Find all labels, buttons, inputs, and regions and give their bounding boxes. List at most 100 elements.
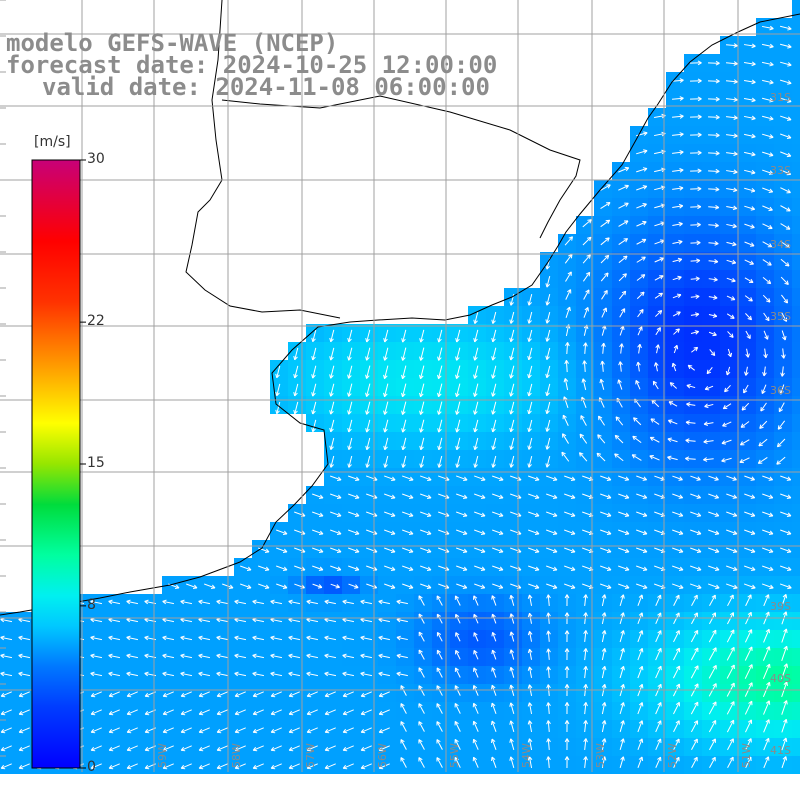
wind-arrow xyxy=(601,738,607,751)
wind-arrow xyxy=(401,329,407,343)
wind-arrow xyxy=(726,701,735,715)
wind-arrow xyxy=(762,259,772,266)
wind-arrow xyxy=(270,599,283,605)
wind-arrow xyxy=(637,756,644,768)
wind-arrow xyxy=(637,326,643,336)
wind-arrow xyxy=(402,511,414,518)
wind-arrow xyxy=(419,455,425,468)
wind-arrow xyxy=(437,383,443,398)
wind-arrow xyxy=(690,493,702,499)
wind-arrow xyxy=(509,347,515,361)
wind-arrow xyxy=(636,565,648,572)
wind-arrow xyxy=(708,701,717,715)
wind-arrow xyxy=(685,456,696,462)
wind-arrow xyxy=(509,666,515,678)
wind-arrow xyxy=(564,594,570,606)
wind-arrow xyxy=(455,649,461,660)
wind-arrow xyxy=(419,365,425,380)
wind-arrow xyxy=(583,342,588,354)
wind-arrow xyxy=(198,763,210,770)
wind-arrow xyxy=(762,646,771,661)
wind-arrow xyxy=(564,360,569,373)
wind-arrow xyxy=(454,703,461,714)
wind-arrow xyxy=(690,204,702,210)
wind-arrow xyxy=(288,727,300,734)
speed-cell xyxy=(792,360,800,378)
wind-arrow xyxy=(293,383,299,397)
wind-arrow xyxy=(708,60,720,66)
forecast-date: forecast date: 2024-10-25 12:00:00 xyxy=(6,51,498,79)
wind-arrow xyxy=(545,365,551,379)
wind-arrow xyxy=(744,529,756,535)
wind-arrow xyxy=(761,97,774,103)
wind-arrow xyxy=(601,594,607,607)
wind-arrow xyxy=(761,384,767,395)
wind-arrow xyxy=(180,727,192,734)
wind-arrow xyxy=(360,691,372,698)
wind-arrow xyxy=(216,653,229,659)
wind-arrow xyxy=(324,635,337,641)
wind-arrow xyxy=(667,455,678,461)
wind-arrow xyxy=(252,671,265,677)
wind-arrow xyxy=(275,365,281,379)
wind-arrow xyxy=(780,258,790,267)
wind-arrow xyxy=(672,150,684,155)
wind-arrow xyxy=(437,347,443,361)
wind-arrow xyxy=(234,671,247,677)
wind-arrow xyxy=(780,133,792,140)
wind-arrow xyxy=(745,756,752,769)
wind-arrow xyxy=(652,380,659,390)
wind-arrow xyxy=(781,330,787,341)
wind-arrow xyxy=(401,419,407,433)
wind-arrow xyxy=(763,756,770,769)
wind-arrow xyxy=(455,401,461,415)
wind-arrow xyxy=(455,632,461,642)
wind-arrow xyxy=(90,599,103,605)
wind-arrow xyxy=(472,756,479,768)
speed-cell xyxy=(792,144,800,162)
wind-arrow xyxy=(744,629,753,643)
wind-arrow xyxy=(546,702,551,715)
wind-arrow xyxy=(743,43,756,49)
wind-arrow xyxy=(436,595,443,606)
wind-arrow xyxy=(384,583,396,589)
wind-arrow xyxy=(312,529,324,536)
wind-arrow xyxy=(306,691,318,698)
wind-arrow xyxy=(0,745,12,752)
wind-arrow xyxy=(708,547,720,553)
wind-arrow xyxy=(637,665,644,679)
wind-arrow xyxy=(490,756,497,768)
speed-cell xyxy=(792,720,800,738)
wind-arrow xyxy=(400,721,407,732)
wind-arrow xyxy=(618,475,630,481)
speed-cell xyxy=(792,234,800,252)
wind-arrow xyxy=(527,293,533,306)
wind-arrow xyxy=(437,365,443,380)
wind-arrow xyxy=(618,565,630,572)
wind-arrow xyxy=(365,347,371,361)
wind-arrow xyxy=(384,547,396,554)
wind-arrow xyxy=(726,151,738,157)
wind-arrow xyxy=(472,738,479,750)
wind-arrow xyxy=(761,43,774,49)
wind-arrow xyxy=(655,594,662,606)
colorbar-tick-label: 0 xyxy=(87,759,96,775)
wind-arrow xyxy=(456,565,468,571)
wind-arrow xyxy=(162,691,174,698)
wind-arrow xyxy=(258,547,270,554)
wind-arrow xyxy=(365,365,371,379)
wind-arrow xyxy=(90,745,102,752)
wind-arrow xyxy=(420,547,432,554)
wind-arrow xyxy=(744,205,756,211)
wind-arrow xyxy=(454,738,461,750)
wind-arrow xyxy=(655,310,663,317)
wind-arrow xyxy=(456,529,468,536)
wind-arrow xyxy=(636,583,648,590)
wind-arrow xyxy=(690,330,700,335)
colorbar-tick-label: 22 xyxy=(87,313,105,330)
wind-arrow xyxy=(126,671,139,677)
wind-arrow xyxy=(780,151,792,158)
wind-arrow xyxy=(436,667,443,678)
wind-arrow xyxy=(672,185,684,191)
wind-arrow xyxy=(618,529,630,535)
